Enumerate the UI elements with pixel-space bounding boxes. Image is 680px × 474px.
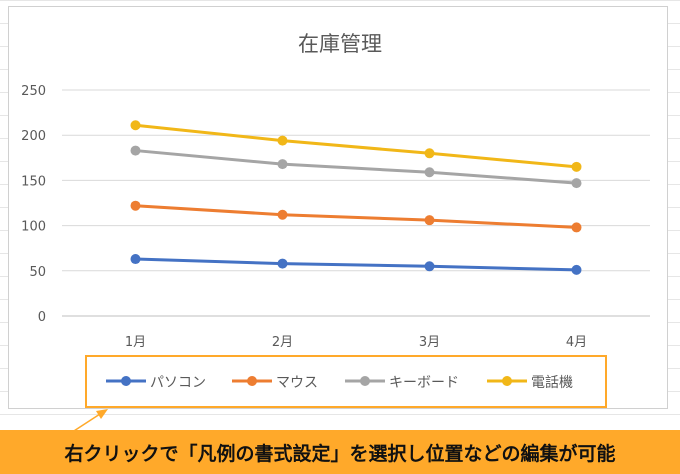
- data-point: [571, 178, 582, 189]
- x-tick-label: 2月: [272, 335, 293, 350]
- gridlines: [62, 89, 650, 317]
- y-tick-label: 150: [21, 174, 46, 189]
- series-line: [134, 257, 578, 272]
- y-tick-label: 50: [29, 265, 46, 280]
- data-point: [424, 167, 435, 178]
- y-tick-label: 200: [21, 129, 46, 144]
- x-tick-label: 3月: [419, 335, 440, 350]
- data-point: [130, 200, 141, 211]
- legend-item[interactable]: パソコン: [106, 375, 206, 391]
- legend-label: マウス: [276, 375, 318, 391]
- series-line: [134, 149, 578, 185]
- legend-marker: [360, 376, 370, 386]
- legend-label: 電話機: [531, 374, 573, 391]
- data-point: [130, 145, 141, 156]
- pointer-arrow: [74, 409, 108, 430]
- series-パソコン: [130, 254, 582, 275]
- data-point: [571, 161, 582, 172]
- legend-item[interactable]: 電話機: [487, 374, 573, 391]
- series-layer: [130, 120, 582, 275]
- data-point: [130, 254, 141, 265]
- data-point: [277, 135, 288, 146]
- data-point: [130, 120, 141, 131]
- data-point: [424, 215, 435, 226]
- legend-label: キーボード: [389, 375, 459, 391]
- axis-ticks: 0 50 100 150 200 250 1月 2月 3月 4月: [21, 84, 587, 350]
- data-point: [277, 159, 288, 170]
- legend-marker: [121, 376, 131, 386]
- series-line: [134, 204, 578, 229]
- series-マウス: [130, 200, 582, 233]
- instruction-caption: 右クリックで「凡例の書式設定」を選択し位置などの編集が可能: [0, 430, 680, 474]
- legend-highlight-box[interactable]: [85, 355, 607, 408]
- series-電話機: [130, 120, 582, 172]
- data-point: [424, 261, 435, 272]
- legend-item[interactable]: マウス: [232, 375, 318, 391]
- data-point: [277, 209, 288, 220]
- x-tick-label: 4月: [566, 335, 587, 350]
- legend-marker: [247, 376, 257, 386]
- data-point: [571, 222, 582, 233]
- data-point: [277, 258, 288, 269]
- x-tick-label: 1月: [125, 335, 146, 350]
- legend-marker: [502, 376, 512, 386]
- data-point: [424, 148, 435, 159]
- chart-area[interactable]: [8, 6, 668, 409]
- y-tick-label: 100: [21, 220, 46, 235]
- y-tick-label: 250: [21, 84, 46, 99]
- series-line: [134, 123, 578, 169]
- series-キーボード: [130, 145, 582, 189]
- chart-title: 在庫管理: [298, 32, 382, 56]
- y-tick-label: 0: [38, 310, 46, 325]
- legend[interactable]: パソコン マウス キーボード 電話機: [106, 374, 573, 391]
- line-chart[interactable]: 在庫管理 0 50 100 150 200 250 1月 2月 3月 4月 パソコン マウス キーボー…: [0, 0, 680, 430]
- legend-label: パソコン: [150, 375, 206, 391]
- legend-item[interactable]: キーボード: [345, 375, 459, 391]
- data-point: [571, 264, 582, 275]
